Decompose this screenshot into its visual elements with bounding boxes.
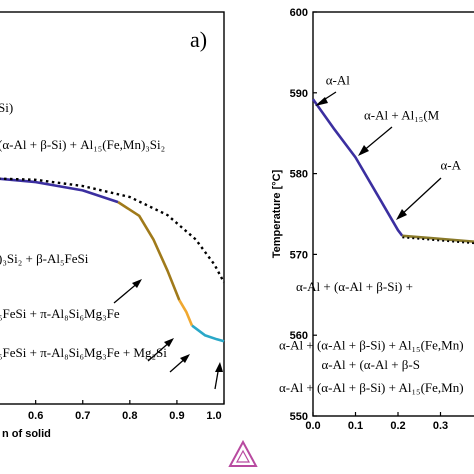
panel-a-phase-label-3: ₅FeSi + π-Al₈Si₆Mg₃Fe bbox=[0, 306, 120, 321]
panel-b-y-axis-title: Temperature [°C] bbox=[271, 169, 283, 258]
arrow-b-1-head bbox=[315, 97, 328, 106]
panel-a-x-axis-title: n of solid bbox=[2, 428, 51, 440]
arrow-b-2-head bbox=[358, 145, 369, 156]
arrow-a-1-head bbox=[132, 279, 142, 288]
panel-b-phase-label-5: α-Al + (α-Al + β-S bbox=[322, 357, 420, 372]
panel-a-plot-frame bbox=[0, 11, 225, 405]
panel-a-x-ticks: 0.6 0.7 0.8 0.9 1.0 bbox=[28, 400, 225, 422]
panel-b-x-ticks: 0.0 0.1 0.2 0.3 bbox=[305, 412, 448, 432]
arrow-b-3-head bbox=[396, 209, 407, 220]
panel-a-annotations: Si) (α-Al + β-Si) + Al₁₅(Fe,Mn)₃Si₂ )₃Si₂ … bbox=[0, 100, 167, 360]
panel-b-annotations: α-Al α-Al + Al₁₅(M α-A α-Al + (α-Al + β-Si)… bbox=[279, 73, 464, 395]
panel-a-series-1 bbox=[117, 201, 181, 301]
panel-b-y-tick-label: 560 bbox=[290, 330, 308, 342]
panel-a-x-tick-label: 0.6 bbox=[28, 410, 43, 422]
logo-triangle-inner bbox=[235, 449, 251, 463]
panel-b-x-tick-label: 0.2 bbox=[390, 420, 405, 432]
panel-a-series-3 bbox=[191, 324, 225, 343]
panel-a-phase-label-4: ₅FeSi + π-Al₈Si₆Mg₃Fe + Mg₂Si bbox=[0, 345, 167, 360]
panel-b-x-tick-label: 0.0 bbox=[305, 420, 320, 432]
panel-b-phase-label-2: α-A bbox=[441, 158, 462, 173]
panel-b-arrows bbox=[315, 91, 442, 220]
arrow-a-4-head bbox=[215, 362, 223, 372]
panel-a: a) 0.6 0.7 0.8 0.9 1.0 n of solid Si) (α-Al +… bbox=[0, 11, 226, 440]
panel-b-x-tick-label: 0.1 bbox=[348, 420, 363, 432]
panel-a-series-2 bbox=[178, 299, 194, 327]
panel-b-dotted-overlay bbox=[402, 236, 474, 245]
panel-b-y-ticks: 550 560 570 580 590 600 bbox=[290, 7, 317, 423]
panel-b-phase-label-4: α-Al + (α-Al + β-Si) + Al₁₅(Fe,Mn) bbox=[279, 338, 464, 353]
logo-triangle bbox=[228, 439, 258, 467]
panel-b-y-tick-label: 580 bbox=[290, 169, 308, 181]
panel-b-phase-label-1: α-Al + Al₁₅(M bbox=[364, 107, 440, 122]
panel-a-phase-label-2: )₃Si₂ + β-Al₅FeSi bbox=[0, 251, 89, 266]
panel-a-x-tick-label: 0.7 bbox=[75, 410, 90, 422]
panel-b-y-tick-label: 550 bbox=[290, 411, 308, 423]
panel-a-arrows bbox=[113, 279, 223, 390]
panel-b: 550 560 570 580 590 600 0.0 0.1 0.2 0.3 Temperat… bbox=[228, 7, 474, 467]
panel-a-phase-label-0: Si) bbox=[0, 100, 13, 115]
panel-a-x-tick-label: 1.0 bbox=[206, 410, 221, 422]
panel-b-series-0 bbox=[311, 98, 404, 237]
arrow-b-2 bbox=[361, 126, 393, 153]
panel-b-y-tick-label: 590 bbox=[290, 88, 308, 100]
panel-b-phase-label-3: α-Al + (α-Al + β-Si) + bbox=[296, 279, 413, 294]
arrow-a-3-head bbox=[180, 354, 190, 363]
arrow-a-2-head bbox=[164, 338, 174, 347]
panel-b-series bbox=[311, 98, 474, 245]
arrow-b-3 bbox=[399, 177, 442, 217]
panel-b-series-1 bbox=[402, 234, 474, 243]
logo-mark bbox=[228, 439, 258, 467]
panel-a-dotted-series bbox=[0, 177, 226, 284]
panel-a-phase-label-1: (α-Al + β-Si) + Al₁₅(Fe,Mn)₃Si₂ bbox=[0, 137, 165, 152]
panel-b-phase-label-0: α-Al bbox=[326, 73, 351, 88]
panel-b-phase-label-6: α-Al + (α-Al + β-Si) + Al₁₅(Fe,Mn) bbox=[279, 380, 464, 395]
panel-b-y-tick-label: 600 bbox=[290, 7, 308, 19]
panel-a-x-tick-label: 0.9 bbox=[169, 410, 184, 422]
panel-a-series bbox=[0, 177, 226, 343]
panel-a-x-tick-label: 0.8 bbox=[122, 410, 137, 422]
panel-a-label: a) bbox=[190, 27, 207, 52]
panel-b-y-tick-label: 570 bbox=[290, 249, 308, 261]
panel-b-x-tick-label: 0.3 bbox=[433, 420, 448, 432]
